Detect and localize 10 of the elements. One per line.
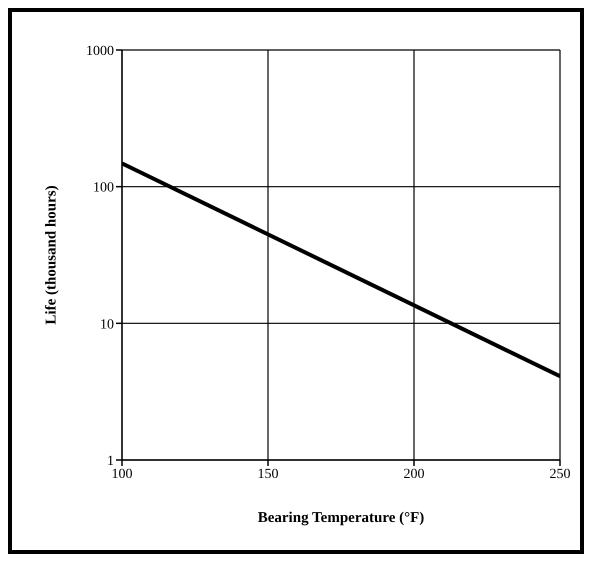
x-tick-label: 250 <box>550 466 570 482</box>
y-tick-label: 1000 <box>86 44 114 59</box>
y-tick-label: 100 <box>93 180 114 196</box>
x-tick-label: 150 <box>258 466 278 482</box>
x-axis-title: Bearing Temperature (°F) <box>258 510 424 526</box>
y-axis-title: Life (thousand hours) <box>43 185 60 325</box>
x-tick-label: 100 <box>112 466 132 482</box>
y-tick-label: 10 <box>100 317 114 332</box>
x-tick-label: 200 <box>404 466 424 482</box>
y-tick-label: 1 <box>107 454 114 469</box>
